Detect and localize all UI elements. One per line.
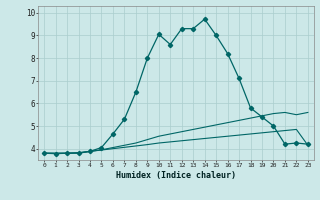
X-axis label: Humidex (Indice chaleur): Humidex (Indice chaleur) <box>116 171 236 180</box>
